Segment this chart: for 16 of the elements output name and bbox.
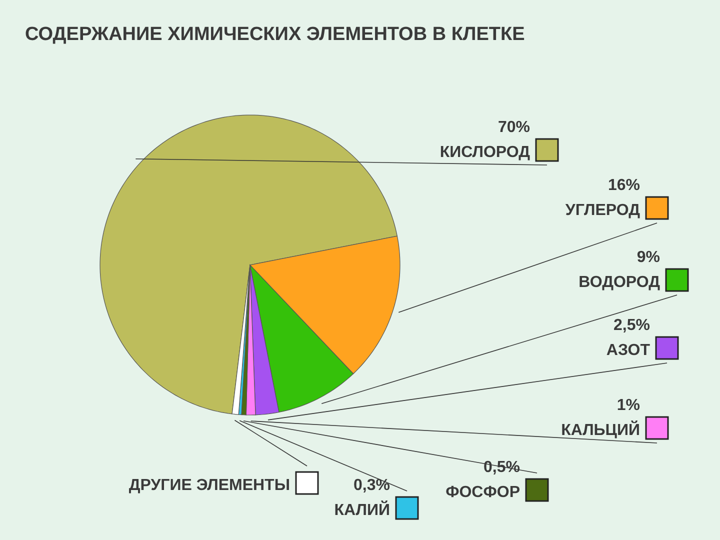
data-label: 1% <box>616 397 640 414</box>
legend-label: КАЛЬЦИЙ <box>561 420 640 439</box>
data-label: 2,5% <box>614 317 650 334</box>
data-label: 0,3% <box>354 477 390 494</box>
legend-label: ВОДОРОД <box>578 274 661 291</box>
legend-label: ДРУГИЕ ЭЛЕМЕНТЫ <box>128 477 290 494</box>
legend-label: ФОСФОР <box>446 484 520 501</box>
data-label: 70% <box>498 119 530 136</box>
data-label: 9% <box>636 249 660 266</box>
legend-label: КИСЛОРОД <box>440 144 531 161</box>
legend-label: АЗОТ <box>606 342 650 359</box>
data-label: 16% <box>608 177 640 194</box>
pie-slice <box>100 114 398 414</box>
legend-label: УГЛЕРОД <box>565 202 641 219</box>
legend-label: КАЛИЙ <box>334 500 390 519</box>
chart-title: СОДЕРЖАНИЕ ХИМИЧЕСКИХ ЭЛЕМЕНТОВ В КЛЕТКЕ <box>25 24 525 45</box>
